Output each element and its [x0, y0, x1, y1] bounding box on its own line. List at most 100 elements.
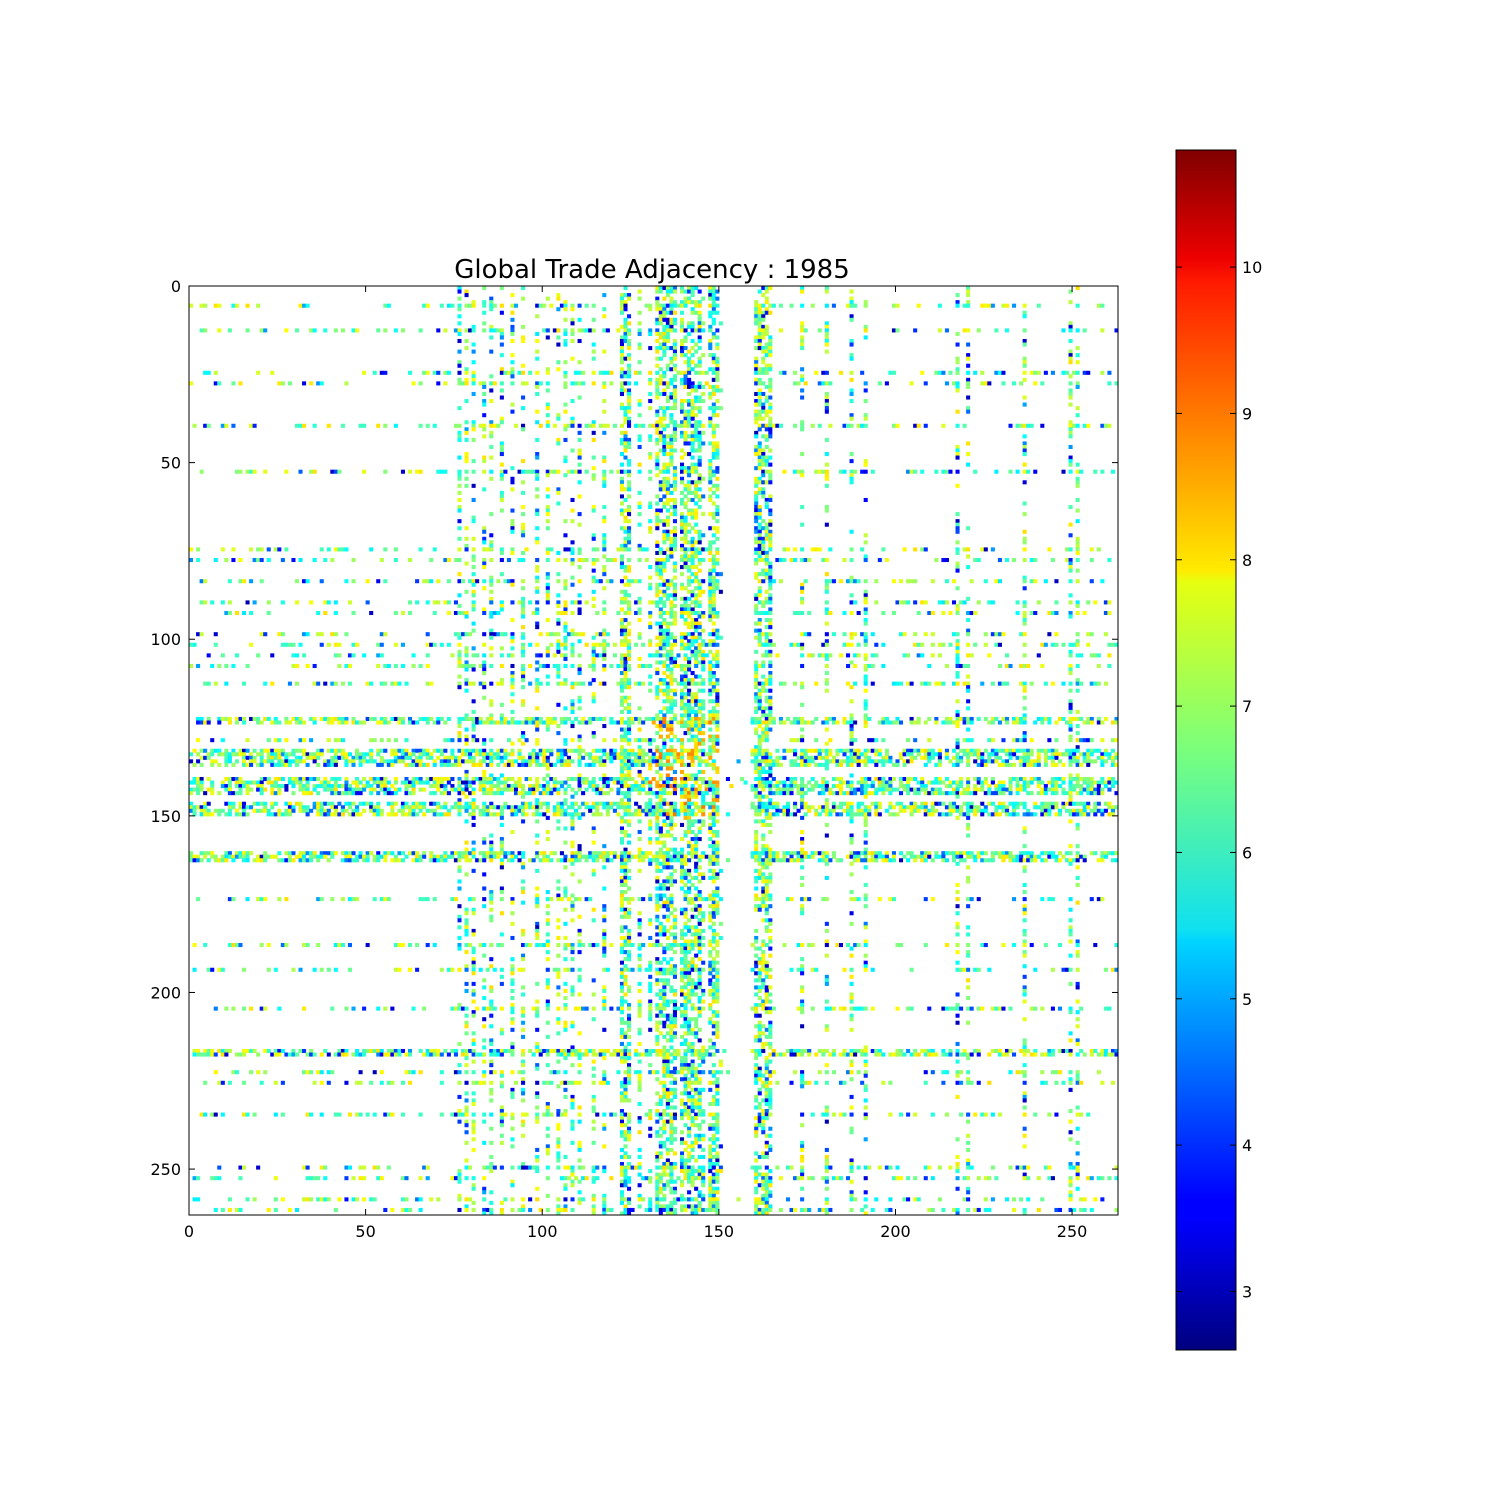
heatmap-cell: [390, 716, 395, 721]
heatmap-cell: [619, 681, 624, 686]
heatmap-cell: [757, 635, 762, 640]
heatmap-cell: [701, 321, 706, 326]
heatmap-cell: [337, 663, 342, 669]
heatmap-cell: [510, 759, 515, 764]
heatmap-cell: [955, 656, 960, 661]
heatmap-cell: [768, 568, 773, 573]
heatmap-cell: [1022, 695, 1027, 700]
heatmap-cell: [616, 681, 621, 686]
heatmap-cell: [602, 483, 607, 488]
heatmap-cell: [761, 642, 766, 647]
heatmap-cell: [679, 582, 685, 587]
heatmap-cell: [895, 600, 900, 605]
heatmap-cell: [863, 381, 868, 386]
heatmap-cell: [708, 494, 713, 499]
heatmap-cell: [312, 557, 317, 563]
heatmap-cell: [457, 307, 462, 312]
heatmap-cell: [711, 367, 716, 372]
heatmap-cell: [224, 557, 229, 563]
heatmap-cell: [697, 384, 702, 389]
heatmap-cell: [694, 695, 699, 700]
heatmap-cell: [220, 423, 225, 428]
heatmap-cell: [757, 317, 762, 322]
heatmap-cell: [697, 314, 702, 319]
heatmap-cell: [627, 395, 632, 400]
heatmap-cell: [697, 360, 702, 365]
heatmap-cell: [1022, 480, 1027, 485]
heatmap-cell: [538, 303, 543, 308]
heatmap-cell: [1075, 406, 1080, 411]
heatmap-cell: [545, 519, 550, 524]
heatmap-cell: [499, 444, 504, 450]
heatmap-cell: [369, 752, 374, 757]
heatmap-cell: [662, 540, 667, 545]
heatmap-cell: [277, 738, 282, 743]
heatmap-cell: [899, 752, 904, 757]
heatmap-cell: [280, 381, 285, 386]
heatmap-cell: [757, 522, 762, 527]
heatmap-cell: [577, 360, 582, 365]
heatmap-cell: [761, 557, 766, 563]
heatmap-cell: [754, 413, 759, 418]
heatmap-cell: [400, 752, 405, 757]
heatmap-cell: [658, 727, 663, 732]
heatmap-cell: [471, 557, 476, 563]
heatmap-cell: [697, 494, 702, 499]
heatmap-cell: [513, 303, 519, 308]
heatmap-cell: [577, 512, 582, 517]
heatmap-cell: [824, 462, 829, 467]
heatmap-cell: [694, 427, 699, 432]
heatmap-cell: [849, 720, 854, 725]
heatmap-cell: [648, 600, 653, 605]
heatmap-cell: [528, 642, 533, 647]
heatmap-cell: [460, 663, 466, 669]
heatmap-cell: [489, 324, 494, 329]
heatmap-cell: [824, 391, 829, 397]
heatmap-cell: [711, 685, 716, 690]
heatmap-cell: [768, 579, 773, 584]
heatmap-cell: [679, 402, 685, 407]
heatmap-cell: [489, 600, 494, 605]
heatmap-cell: [492, 610, 497, 616]
heatmap-cell: [1068, 338, 1073, 344]
heatmap-cell: [679, 522, 685, 527]
heatmap-cell: [619, 307, 624, 312]
heatmap-cell: [521, 490, 526, 495]
heatmap-cell: [694, 738, 699, 743]
heatmap-cell: [800, 346, 805, 351]
heatmap-cell: [877, 381, 882, 386]
heatmap-cell: [1089, 547, 1094, 552]
heatmap-cell: [199, 600, 204, 605]
heatmap-cell: [644, 716, 649, 721]
heatmap-cell: [482, 487, 487, 492]
heatmap-cell: [1022, 632, 1027, 637]
heatmap-cell: [556, 296, 561, 301]
heatmap-cell: [891, 328, 896, 333]
heatmap-cell: [627, 402, 632, 407]
heatmap-cell: [687, 367, 692, 372]
heatmap-cell: [697, 300, 702, 305]
heatmap-cell: [326, 738, 331, 743]
heatmap-cell: [581, 681, 586, 686]
heatmap-cell: [955, 741, 960, 746]
heatmap-cell: [711, 317, 716, 322]
heatmap-cell: [860, 632, 865, 637]
heatmap-cell: [1075, 745, 1080, 750]
heatmap-cell: [464, 681, 469, 686]
heatmap-cell: [711, 413, 716, 418]
heatmap-cell: [711, 593, 716, 598]
heatmap-cell: [715, 536, 720, 541]
heatmap-cell: [800, 734, 805, 739]
heatmap-cell: [627, 321, 632, 326]
heatmap-cell: [591, 575, 596, 580]
heatmap-cell: [658, 759, 663, 764]
heatmap-cell: [888, 720, 893, 725]
heatmap-cell: [432, 423, 437, 428]
heatmap-cell: [627, 529, 632, 534]
heatmap-cell: [694, 388, 699, 393]
heatmap-cell: [1103, 632, 1108, 637]
heatmap-cell: [521, 625, 526, 630]
heatmap-cell: [711, 557, 716, 563]
heatmap-cell: [672, 286, 677, 291]
heatmap-cell: [877, 748, 882, 753]
